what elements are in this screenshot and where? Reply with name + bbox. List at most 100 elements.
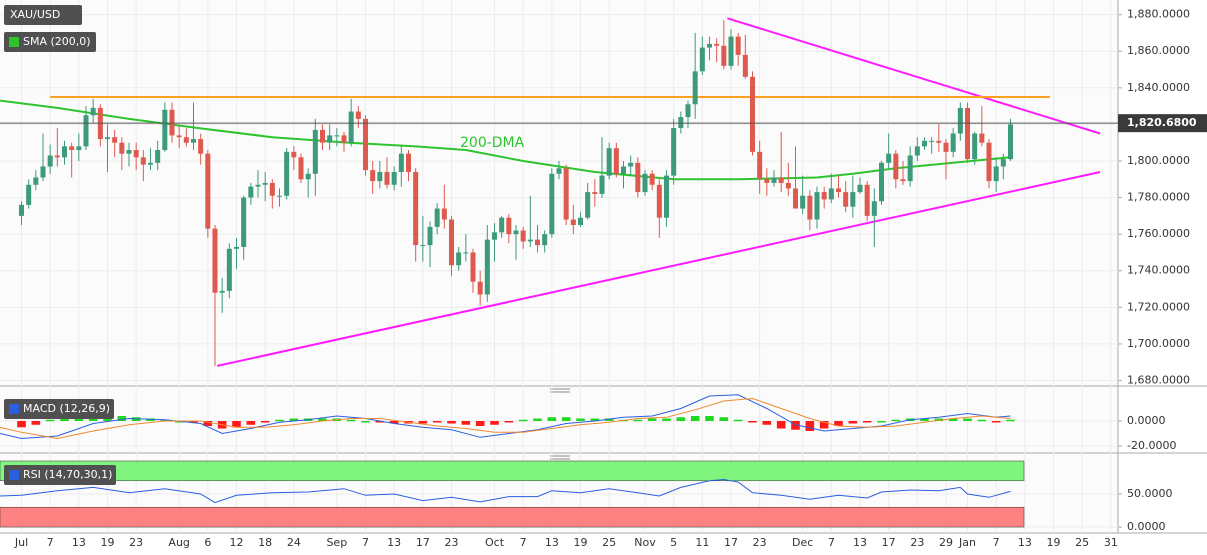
legend-box xyxy=(4,5,82,25)
macd-histogram-bar xyxy=(447,421,456,424)
candle-body xyxy=(104,137,111,140)
drag-handle[interactable] xyxy=(550,388,570,393)
candle-body xyxy=(54,155,60,158)
macd-histogram-bar xyxy=(346,419,356,422)
x-tick-label: 13 xyxy=(72,536,86,549)
macd-histogram-bar xyxy=(733,419,743,422)
macd-histogram-bar xyxy=(490,421,499,425)
legend-label: XAU/USD xyxy=(10,8,60,21)
candle-body xyxy=(907,155,913,182)
candle-body xyxy=(140,157,146,165)
candle-body xyxy=(534,239,541,246)
candle-body xyxy=(943,142,949,152)
drag-handle[interactable] xyxy=(550,455,570,460)
candle-body xyxy=(857,184,863,193)
macd-histogram-bar xyxy=(705,416,714,421)
macd-histogram-bar xyxy=(834,421,843,426)
candle-body xyxy=(427,226,433,246)
y-tick-label: 1,840.0000 xyxy=(1127,81,1190,94)
macd-histogram-bar xyxy=(604,418,614,421)
macd-histogram-bar xyxy=(662,418,671,421)
candle-body xyxy=(699,47,705,72)
macd-histogram-bar xyxy=(920,418,929,421)
macd-histogram-bar xyxy=(389,421,399,424)
candle-body xyxy=(893,153,899,180)
legend-label: SMA (200,0) xyxy=(23,35,91,48)
x-tick-label: 5 xyxy=(670,536,677,549)
candle-body xyxy=(420,245,426,247)
macd-histogram-bar xyxy=(318,418,327,421)
candle-body xyxy=(649,173,655,185)
candle-body xyxy=(764,179,770,183)
y-tick-label: 1,760.0000 xyxy=(1127,227,1190,240)
x-tick-label: 24 xyxy=(287,536,301,549)
candle-body xyxy=(542,234,548,246)
candle-body xyxy=(1000,159,1006,167)
macd-histogram-bar xyxy=(791,421,800,430)
rsi-line xyxy=(0,478,1011,504)
candle-body xyxy=(656,184,662,218)
y-tick-label: 1,680.0000 xyxy=(1127,374,1190,387)
candle-body xyxy=(549,173,555,235)
macd-histogram-bar xyxy=(1006,419,1015,422)
overbought-band xyxy=(0,460,1025,482)
macd-histogram-bar xyxy=(762,421,772,425)
candle-body xyxy=(800,195,806,209)
x-tick-label: Jan xyxy=(958,536,976,549)
candle-body xyxy=(398,153,404,172)
x-tick-label: 13 xyxy=(545,536,559,549)
candle-body xyxy=(147,162,154,165)
candle-body xyxy=(255,184,261,187)
macd-histogram-bar xyxy=(576,418,585,421)
candle-body xyxy=(635,162,641,193)
candle-body xyxy=(678,117,684,129)
candle-body xyxy=(886,153,892,163)
candle-body xyxy=(298,157,304,180)
candle-body xyxy=(663,175,670,218)
candle-body xyxy=(527,239,533,242)
candle-body xyxy=(384,171,390,185)
macd-histogram-bar xyxy=(375,421,385,423)
candle-body xyxy=(176,135,182,138)
x-tick-label: 7 xyxy=(520,536,527,549)
macd-histogram-bar xyxy=(805,421,815,431)
candle-body xyxy=(405,153,412,172)
x-tick-label: 7 xyxy=(828,536,835,549)
macd-histogram-bar xyxy=(948,418,958,421)
candle-body xyxy=(370,170,376,182)
macd-line xyxy=(0,397,1011,440)
macd-histogram-bar xyxy=(289,418,299,421)
last-price-box xyxy=(1118,114,1207,133)
oversold-band xyxy=(0,506,1025,528)
x-tick-label: 17 xyxy=(882,536,896,549)
candle-body xyxy=(1007,124,1014,160)
candle-body xyxy=(319,129,326,143)
macd-histogram-bar xyxy=(963,418,972,421)
y-tick-label: 1,800.0000 xyxy=(1127,154,1190,167)
macd-histogram-bar xyxy=(203,421,213,426)
x-tick-label: 17 xyxy=(416,536,430,549)
candle-body xyxy=(18,204,25,216)
plot-background xyxy=(0,0,1118,533)
annotation: 200-DMA xyxy=(460,135,525,151)
candle-body xyxy=(807,195,813,220)
candle-body xyxy=(843,192,849,207)
candle-body xyxy=(69,146,75,151)
candle-body xyxy=(821,192,827,200)
macd-histogram-bar xyxy=(189,421,198,423)
candle-body xyxy=(828,188,834,200)
macd-histogram-bar xyxy=(934,418,944,421)
candle-body xyxy=(312,129,318,174)
x-tick-label: 11 xyxy=(695,536,709,549)
x-tick-label: Aug xyxy=(168,536,189,549)
x-tick-label: Dec xyxy=(792,536,813,549)
x-tick-label: Oct xyxy=(485,536,505,549)
candle-body xyxy=(513,230,519,235)
candle-body xyxy=(305,173,311,180)
macd-histogram-bar xyxy=(117,416,127,421)
macd-histogram-bar xyxy=(690,416,700,421)
macd-histogram-bar xyxy=(275,419,284,422)
candle-body xyxy=(692,71,698,105)
macd-histogram-bar xyxy=(891,419,901,422)
candle-body xyxy=(155,150,161,163)
